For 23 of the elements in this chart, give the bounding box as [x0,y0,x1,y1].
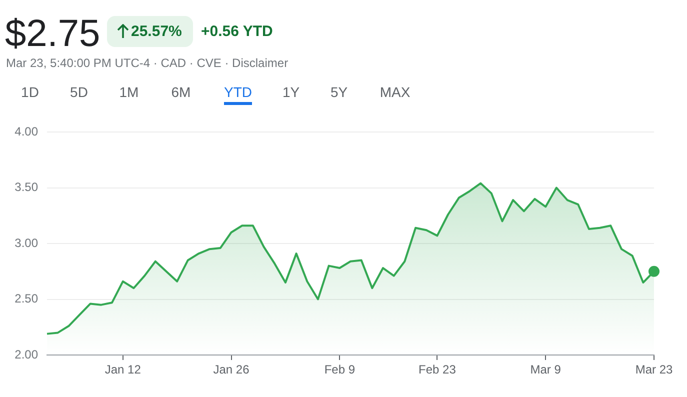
text: 1M [119,84,139,101]
text: 6M [171,84,191,101]
text: 5D [70,84,88,101]
text: 1Y [282,84,300,101]
x-tick-label: Jan 26 [213,362,250,377]
text: 5Y [330,84,348,101]
x-tick-label: Mar 23 [635,362,673,377]
x-tick-label: Feb 23 [418,362,456,377]
y-tick-label: 4.00 [14,124,38,138]
x-tick-label: Mar 9 [530,362,562,377]
y-tick-label: 2.00 [14,347,38,362]
chart-subtitle: Mar 23, 5:40:00 PM UTC-4 · CAD · CVE · Disclaimer [6,56,288,71]
y-tick-label: 2.50 [14,292,38,306]
text: 25.57% [131,22,182,41]
text: +0.56 YTD [201,22,273,41]
y-tick-label: 3.00 [14,236,38,250]
text: MAX [380,84,410,101]
x-tick-label: Feb 9 [324,362,356,377]
chart-title: $2.75 [5,12,100,56]
x-tick-label: Jan 12 [104,362,142,377]
y-tick-label: 3.50 [14,180,38,194]
text: 1D [21,84,39,101]
text: YTD [224,84,252,105]
